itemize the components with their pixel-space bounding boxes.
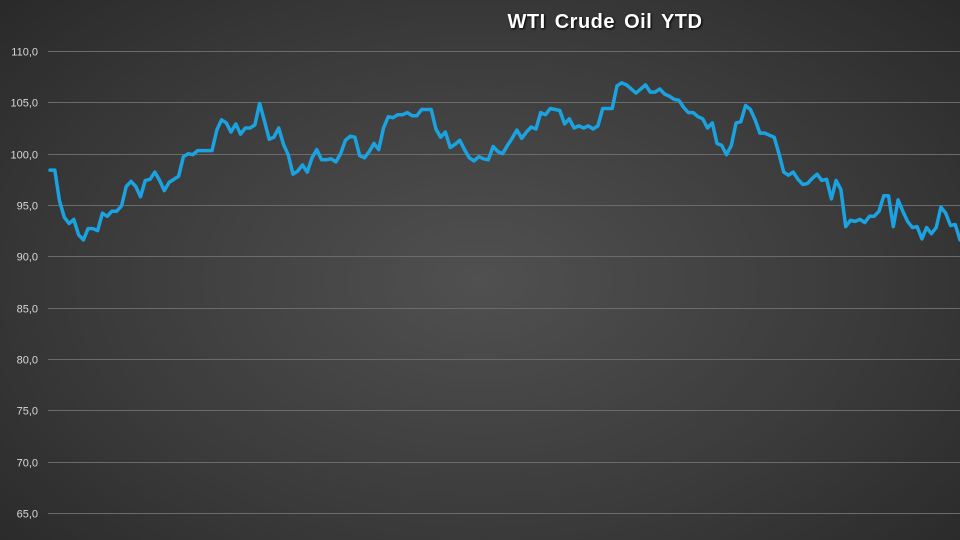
y-tick-label: 85,0 <box>17 304 38 316</box>
y-axis-labels: 65,0 70,0 75,0 80,0 85,0 90,0 95,0 100,0 105,0 11… <box>10 47 38 521</box>
grid <box>48 51 960 514</box>
series-layer <box>48 81 960 242</box>
y-tick-label: 75,0 <box>17 406 38 418</box>
y-tick-label: 90,0 <box>17 252 38 264</box>
y-tick-label: 95,0 <box>17 201 38 213</box>
y-tick-label: 110,0 <box>11 47 38 59</box>
y-tick-label: 70,0 <box>17 458 38 470</box>
series-line <box>48 81 960 242</box>
y-tick-label: 100,0 <box>10 150 38 162</box>
y-tick-label: 105,0 <box>10 98 38 110</box>
y-tick-label: 80,0 <box>17 355 38 367</box>
y-tick-label: 65,0 <box>17 509 38 521</box>
